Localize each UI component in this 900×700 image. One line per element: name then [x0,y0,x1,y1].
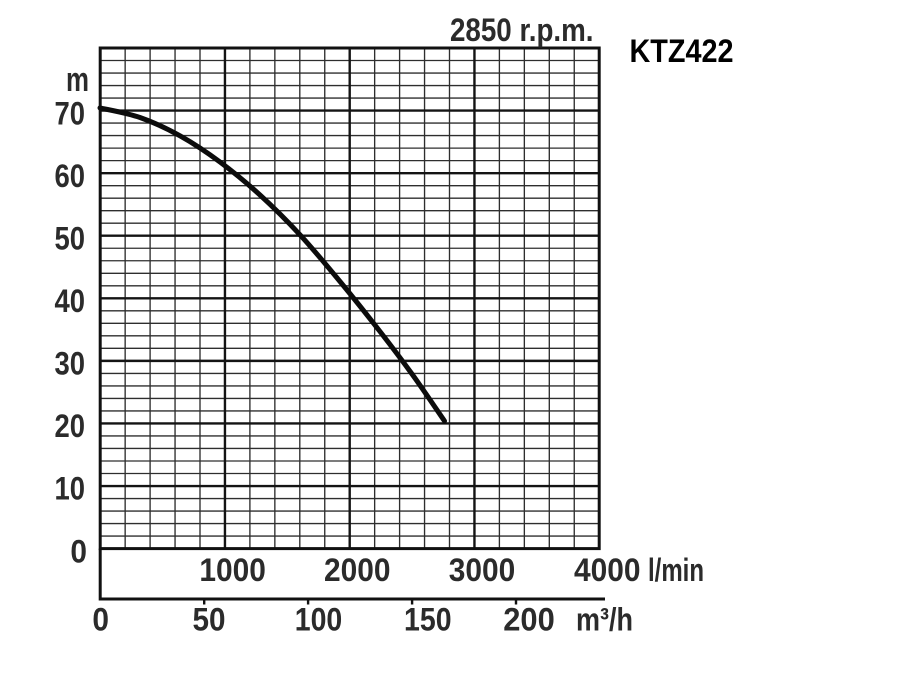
svg-text:100: 100 [295,602,343,638]
svg-text:3000: 3000 [449,552,516,588]
svg-text:70: 70 [55,95,86,131]
svg-text:20: 20 [55,408,86,444]
svg-text:m³/h: m³/h [576,602,633,638]
svg-text:l/min: l/min [648,552,704,588]
svg-text:2000: 2000 [324,552,391,588]
svg-text:50: 50 [193,602,226,638]
svg-text:60: 60 [55,158,86,194]
svg-text:0: 0 [92,602,109,638]
svg-text:KTZ422: KTZ422 [630,33,734,69]
svg-text:10: 10 [55,471,86,507]
svg-text:150: 150 [404,602,452,638]
svg-text:2850 r.p.m.: 2850 r.p.m. [450,12,594,48]
svg-text:40: 40 [55,283,86,319]
svg-text:30: 30 [55,346,86,382]
svg-text:4000: 4000 [574,552,641,588]
svg-text:0: 0 [70,533,87,569]
svg-text:1000: 1000 [199,552,266,588]
svg-text:50: 50 [55,220,86,256]
svg-text:m: m [66,61,89,99]
svg-text:200: 200 [503,602,555,638]
